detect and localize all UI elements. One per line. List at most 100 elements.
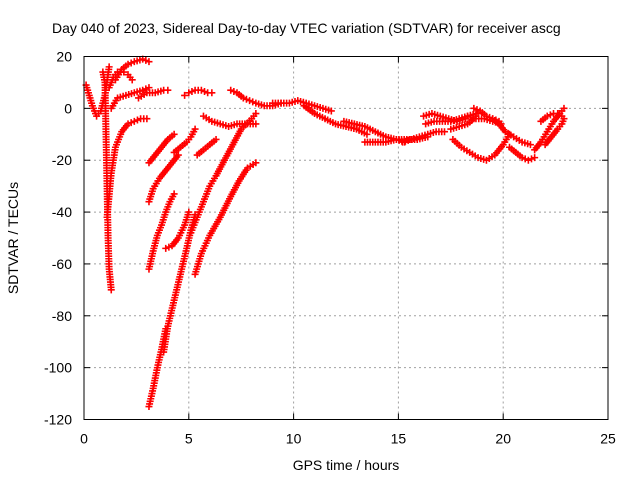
series-track-e: [107, 84, 153, 112]
series-track-m: [162, 208, 193, 252]
data-point: [107, 286, 115, 294]
series-track-y: [399, 128, 449, 146]
chart-title: Day 040 of 2023, Sidereal Day-to-day VTE…: [52, 20, 561, 36]
data-point: [227, 86, 235, 94]
data-point: [518, 154, 526, 162]
data-point: [142, 85, 150, 93]
data-point: [212, 135, 220, 143]
data-point: [185, 208, 193, 216]
data-point: [170, 190, 178, 198]
y-tick-label: 0: [64, 100, 72, 116]
series-track-h: [145, 130, 178, 167]
data-point: [188, 88, 196, 96]
x-tick-label: 25: [600, 431, 616, 447]
data-point: [249, 98, 257, 106]
data-point: [521, 155, 529, 163]
data-point: [560, 115, 568, 123]
data-point: [127, 59, 135, 67]
data-point: [174, 151, 182, 159]
data-point: [139, 86, 147, 94]
data-point: [554, 110, 562, 118]
series-track-n: [170, 125, 199, 156]
y-tick-label: -40: [52, 204, 72, 220]
series-track-ah: [531, 104, 568, 154]
data-point: [230, 88, 238, 96]
series-track-ab: [447, 110, 482, 133]
data-point: [505, 130, 513, 138]
data-point: [143, 115, 151, 123]
data-point: [252, 120, 260, 128]
x-tick-label: 5: [185, 431, 193, 447]
series-track-o: [187, 110, 260, 237]
data-point: [165, 243, 173, 251]
x-tick-label: 0: [80, 431, 88, 447]
data-point: [124, 60, 132, 68]
series-track-r: [193, 135, 220, 159]
series-track-aj: [541, 115, 568, 149]
grid-layer: [84, 56, 608, 420]
data-point: [482, 112, 490, 120]
data-point: [208, 89, 216, 97]
data-point: [239, 94, 247, 102]
series-track-j: [145, 190, 178, 273]
series-track-ad: [449, 130, 513, 164]
data-point: [124, 120, 132, 128]
data-point: [142, 56, 150, 64]
data-point: [441, 128, 449, 136]
plot-frame: [83, 56, 609, 420]
data-point: [363, 130, 371, 138]
series-track-s: [199, 112, 260, 131]
data-point: [470, 104, 478, 112]
series-track-p: [191, 159, 260, 278]
x-tick-label: 10: [286, 431, 302, 447]
data-point: [246, 97, 254, 105]
data-point: [543, 112, 551, 120]
data-point: [164, 86, 172, 94]
y-tick-label: -80: [52, 308, 72, 324]
data-point: [473, 106, 481, 114]
data-point: [531, 154, 539, 162]
ticks-layer: 0 5 10 15 20 25 20 0 -20 -40 -60 -80 -100 -120: [44, 49, 616, 447]
data-point: [201, 88, 209, 96]
data-point: [162, 244, 170, 252]
data-point: [133, 116, 141, 124]
data-point: [526, 141, 534, 149]
data-point: [242, 95, 250, 103]
series-track-x: [361, 133, 432, 146]
data-point: [128, 76, 136, 84]
y-axis-label: SDTVAR / TECUs: [5, 182, 21, 294]
series-track-g: [134, 86, 172, 102]
x-axis-label: GPS time / hours: [293, 457, 400, 473]
data-point: [546, 111, 554, 119]
x-tick-label: 20: [495, 431, 511, 447]
data-point: [181, 91, 189, 99]
x-tick-label: 15: [391, 431, 407, 447]
y-tick-label: -60: [52, 256, 72, 272]
data-point: [185, 89, 193, 97]
data-point: [327, 107, 335, 115]
data-point: [145, 58, 153, 66]
series-track-ag: [505, 143, 539, 164]
y-tick-label: -120: [44, 412, 72, 428]
data-point: [527, 155, 535, 163]
series-track-q: [181, 86, 216, 99]
data-point: [486, 113, 494, 121]
marks-layer: [82, 55, 568, 411]
data-point: [127, 119, 135, 127]
y-tick-label: -100: [44, 360, 72, 376]
series-track-v: [300, 102, 371, 138]
series-track-u: [269, 97, 335, 115]
series-track-f: [111, 55, 153, 84]
data-point: [252, 110, 260, 118]
data-point: [170, 130, 178, 138]
data-point: [191, 125, 199, 133]
series-track-c: [103, 115, 151, 221]
series-track-i: [145, 151, 182, 206]
data-point: [197, 86, 205, 94]
y-tick-label: -20: [52, 152, 72, 168]
data-point: [130, 117, 138, 125]
data-point: [105, 63, 113, 71]
data-point: [252, 159, 260, 167]
series-track-af: [489, 115, 534, 149]
